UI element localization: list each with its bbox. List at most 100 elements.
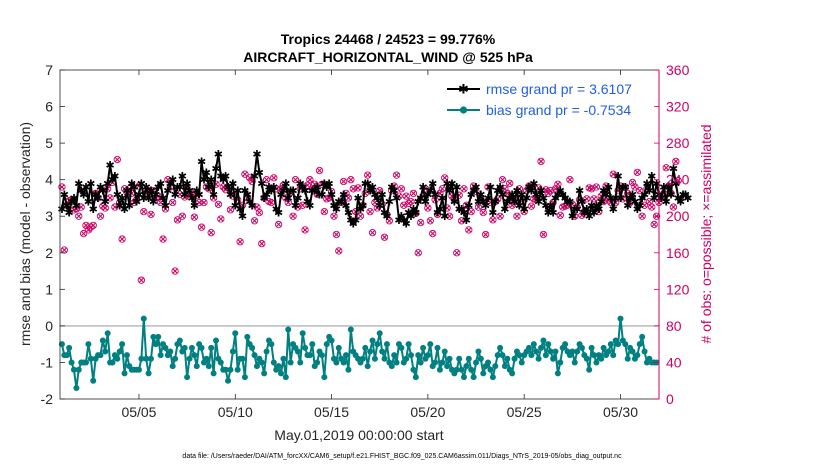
bias-point: [376, 330, 383, 337]
y-tick-label: 4: [45, 172, 53, 188]
bias-point: [369, 337, 376, 344]
rmse-point: ✱: [337, 196, 346, 209]
rmse-point: ✱: [303, 196, 312, 209]
rmse-point: ✱: [183, 177, 192, 190]
rmse-point: ✱: [411, 207, 420, 220]
obs-assimilated-point: [268, 199, 274, 206]
legend-rmse-marker: ✱: [458, 83, 469, 98]
rmse-point: ✱: [483, 192, 492, 205]
obs-possible-point: [284, 198, 292, 207]
y-right-tick-label: 240: [666, 172, 690, 188]
rmse-point: ✱: [173, 181, 182, 194]
bias-point: [208, 344, 215, 351]
legend-bias-marker: [459, 106, 468, 114]
rmse-point: ✱: [414, 196, 423, 209]
rmse-point: ✱: [325, 177, 334, 190]
y-tick-label: 0: [45, 318, 53, 334]
rmse-point: ✱: [532, 188, 541, 201]
bias-point: [371, 355, 378, 362]
bias-point: [391, 352, 398, 359]
bias-point: [427, 341, 434, 348]
rmse-point: ✱: [539, 192, 548, 205]
obs-possible-point: [113, 155, 121, 164]
rmse-point: ✱: [238, 210, 247, 223]
rmse-point: ✱: [163, 185, 172, 198]
rmse-point: ✱: [577, 196, 586, 209]
rmse-point: ✱: [161, 199, 170, 212]
rmse-point: ✱: [568, 210, 577, 223]
obs-assimilated-point: [673, 158, 679, 164]
legend-bias-label: bias grand pr = -0.7534: [486, 102, 631, 118]
rmse-point: ✱: [127, 177, 136, 190]
y-tick-label: 5: [45, 135, 53, 151]
rmse-point: ✱: [296, 177, 305, 190]
rmse-point: ✱: [156, 177, 165, 190]
rmse-point: ✱: [573, 203, 582, 216]
rmse-point: ✱: [650, 192, 659, 205]
bias-point: [636, 341, 643, 348]
rmse-point: ✱: [534, 196, 543, 209]
rmse-point: ✱: [108, 174, 117, 187]
bias-point: [150, 333, 157, 340]
obs-possible-point: [513, 212, 521, 220]
obs-possible-point: [503, 189, 511, 198]
rmse-point: ✱: [89, 203, 98, 216]
rmse-point: ✱: [681, 188, 690, 201]
rmse-point: ✱: [134, 188, 143, 201]
obs-possible-point: [554, 180, 562, 188]
x-tick-label: 05/10: [218, 404, 253, 420]
obs-assimilated-point: [292, 177, 299, 183]
rmse-point: ✱: [404, 207, 413, 220]
obs-possible-point: [609, 170, 617, 178]
rmse-point: ✱: [640, 188, 649, 201]
obs-possible-point: [89, 221, 97, 230]
rmse-point: ✱: [390, 185, 399, 198]
obs-possible-point: [672, 157, 680, 166]
rmse-point: ✱: [368, 181, 377, 194]
rmse-point: ✱: [105, 159, 114, 172]
rmse-point: ✱: [553, 188, 562, 201]
obs-assimilated-point: [403, 193, 409, 199]
y-tick-label: -2: [41, 391, 54, 407]
rmse-point: ✱: [433, 207, 442, 220]
obs-possible-point: [347, 176, 355, 184]
rmse-point: ✱: [81, 181, 90, 194]
rmse-point: ✱: [409, 203, 418, 216]
bias-point: [367, 348, 374, 355]
bias-point: [473, 359, 480, 366]
obs-possible-point: [214, 200, 223, 208]
rmse-point: ✱: [635, 199, 644, 212]
bias-point: [398, 344, 405, 351]
rmse-point: ✱: [551, 192, 560, 205]
rmse-point: ✱: [250, 170, 259, 183]
bias-point: [270, 359, 277, 366]
rmse-point: ✱: [284, 192, 293, 205]
rmse-point: ✱: [118, 192, 127, 205]
obs-assimilated-point: [398, 186, 404, 192]
rmse-point: ✱: [260, 192, 269, 205]
rmse-point: ✱: [522, 192, 531, 205]
rmse-point: ✱: [491, 196, 500, 209]
bias-point: [545, 341, 552, 348]
bias-point: [552, 348, 559, 355]
rmse-point: ✱: [351, 214, 360, 227]
rmse-point: ✱: [334, 196, 343, 209]
rmse-point: ✱: [676, 196, 685, 209]
bias-point: [213, 337, 220, 344]
y-axis-right-label: # of obs: o=possible; ×=assimilated: [698, 124, 714, 343]
rmse-point: ✱: [625, 192, 634, 205]
obs-assimilated-point: [83, 222, 89, 228]
obs-assimilated-point: [401, 202, 407, 208]
bias-point: [605, 348, 612, 355]
y-right-tick-label: 200: [666, 208, 690, 224]
obs-assimilated-point: [499, 177, 506, 183]
bias-point: [123, 352, 130, 359]
obs-assimilated-point: [634, 169, 640, 175]
rmse-point: ✱: [609, 203, 618, 216]
bias-point: [511, 355, 518, 362]
rmse-point: ✱: [597, 196, 606, 209]
bias-point: [615, 341, 622, 348]
obs-assimilated-point: [410, 190, 417, 196]
obs-assimilated-point: [242, 171, 248, 177]
rmse-point: ✱: [120, 203, 129, 216]
